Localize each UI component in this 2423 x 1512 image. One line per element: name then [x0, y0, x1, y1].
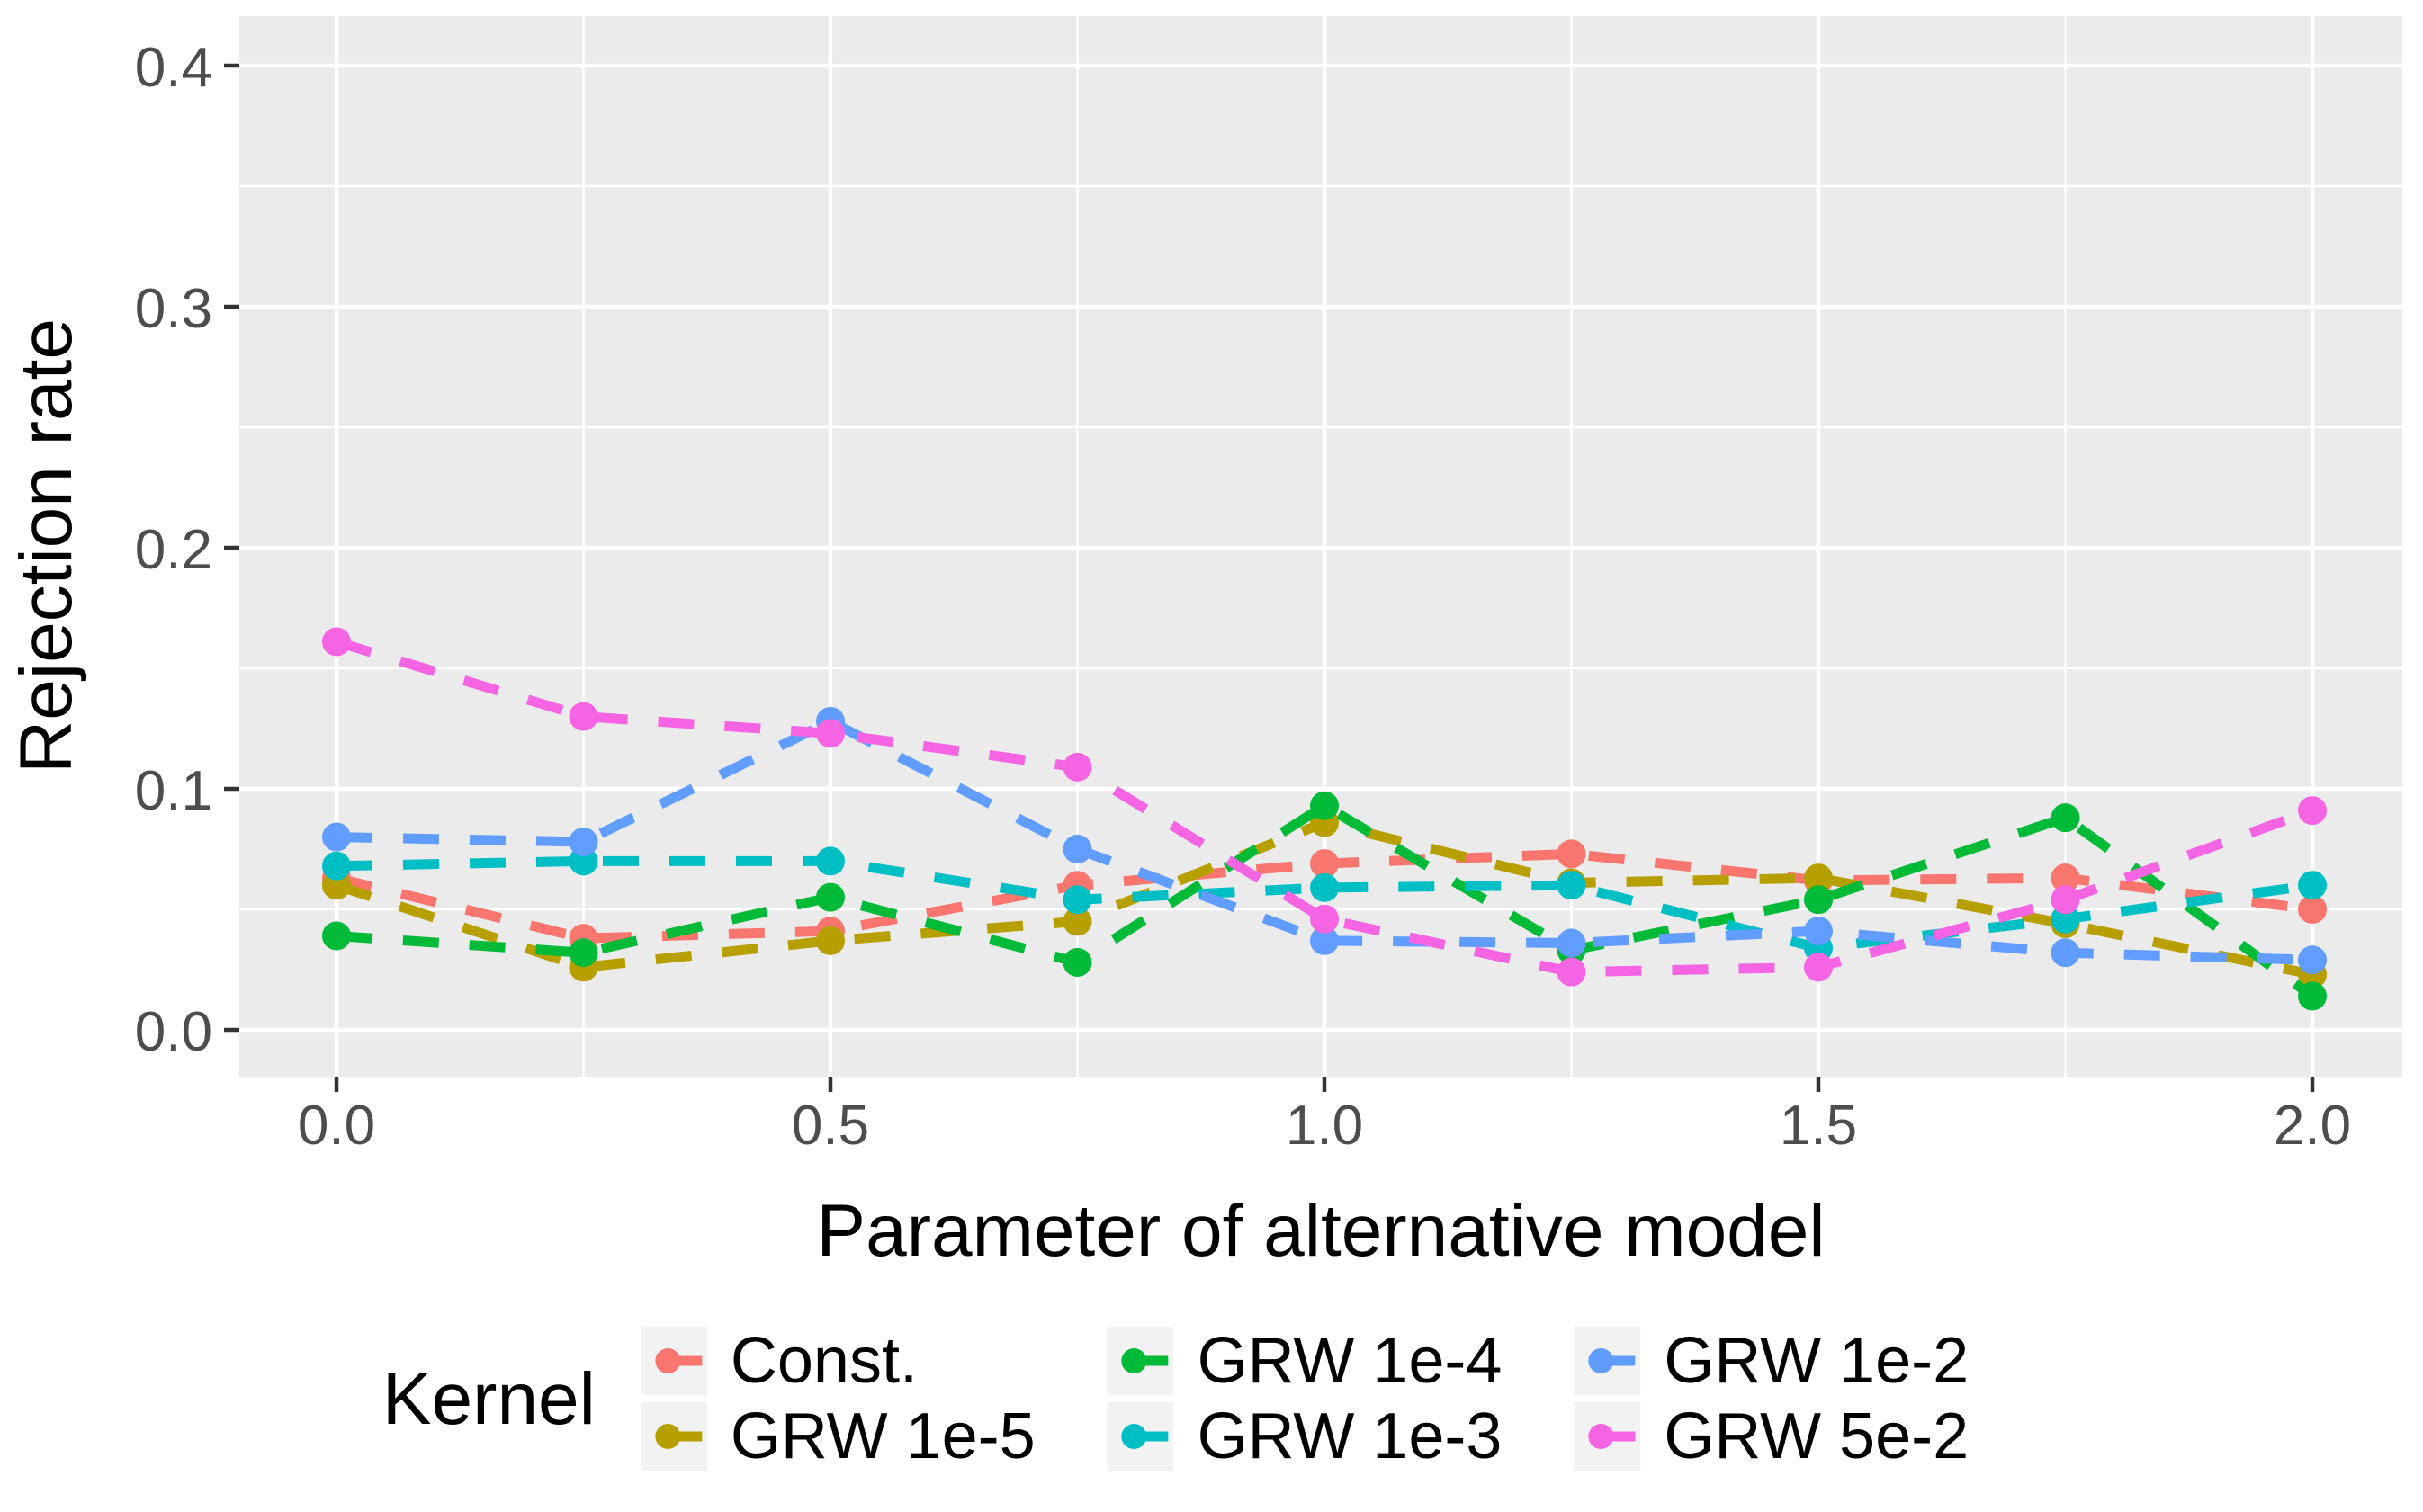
- y-tick-label: 0.1: [135, 760, 212, 822]
- legend-label: GRW 1e-2: [1664, 1325, 1970, 1397]
- legend-entry-grw-1e-3: GRW 1e-3: [1107, 1400, 1566, 1473]
- legend-entry-grw-1e-4: GRW 1e-4: [1107, 1324, 1566, 1398]
- legend-column-1: Const. GRW 1e-5: [640, 1324, 1099, 1475]
- data-point: [1557, 957, 1586, 987]
- data-point: [1063, 835, 1092, 863]
- data-point: [1804, 863, 1833, 893]
- data-point: [1804, 917, 1833, 946]
- data-point: [2051, 803, 2080, 833]
- legend-entry-grw-5e-2: GRW 5e-2: [1574, 1400, 2032, 1473]
- series-line-GRW 5e-2: [335, 637, 2314, 978]
- legend-column-3: GRW 1e-2 GRW 5e-2: [1574, 1324, 2032, 1475]
- x-axis-tick-labels: 0.0 0.5 1.0 1.5 2.0: [298, 1095, 2351, 1157]
- data-point: [2298, 796, 2327, 826]
- data-point: [1310, 791, 1339, 820]
- x-tick-label: 2.0: [2274, 1095, 2351, 1157]
- legend-key-dashed-line-icon: [1574, 1327, 1641, 1395]
- legend-label: GRW 1e-5: [730, 1400, 1036, 1472]
- data-point: [1063, 885, 1092, 915]
- legend-key-dashed-line-icon: [640, 1327, 707, 1395]
- legend-label: GRW 5e-2: [1664, 1400, 1970, 1472]
- series-points-GRW 1e-4: [322, 791, 2327, 1011]
- series-line-GRW 1e-2: [336, 715, 2313, 965]
- minor-gridlines: [239, 16, 2402, 1077]
- data-point: [322, 851, 351, 881]
- major-gridlines: [239, 16, 2402, 1077]
- x-tick-label: 1.5: [1780, 1095, 1857, 1157]
- legend-key-dashed-line-icon: [1107, 1327, 1174, 1395]
- x-tick-label: 0.5: [792, 1095, 869, 1157]
- legend-entry-const: Const.: [640, 1324, 1099, 1398]
- legend-label: GRW 1e-4: [1197, 1325, 1503, 1397]
- data-point: [2298, 871, 2327, 900]
- legend-column-2: GRW 1e-4 GRW 1e-3: [1107, 1324, 1566, 1475]
- data-point: [1557, 839, 1586, 869]
- data-point: [569, 702, 598, 731]
- y-tick-label: 0.3: [135, 278, 212, 340]
- data-point: [2298, 981, 2327, 1011]
- data-point: [1804, 953, 1833, 982]
- legend-entry-grw-1e-5: GRW 1e-5: [640, 1400, 1099, 1473]
- y-axis-title: Rejection rate: [5, 318, 87, 774]
- legend-key-dashed-line-icon: [1574, 1402, 1641, 1471]
- data-point: [816, 846, 845, 876]
- data-point: [1557, 871, 1586, 900]
- data-point: [2051, 938, 2080, 968]
- data-point: [1804, 885, 1833, 915]
- data-point: [322, 627, 351, 657]
- x-axis-title: Parameter of alternative model: [816, 1190, 1826, 1272]
- legend-key-dashed-line-icon: [640, 1402, 707, 1471]
- data-point: [322, 921, 351, 951]
- legend-key-dashed-line-icon: [1107, 1402, 1174, 1471]
- data-point: [569, 938, 598, 968]
- y-tick-label: 0.0: [135, 1001, 212, 1063]
- legend-label: Const.: [730, 1325, 918, 1397]
- data-point: [2298, 895, 2327, 924]
- data-point: [1310, 849, 1339, 879]
- legend-title: Kernel: [381, 1358, 596, 1440]
- y-tick-label: 0.2: [135, 519, 212, 581]
- data-point: [1310, 904, 1339, 934]
- series-points-GRW 5e-2: [322, 627, 2327, 987]
- data-point: [1063, 907, 1092, 936]
- x-tick-label: 0.0: [298, 1095, 375, 1157]
- data-point: [2051, 885, 2080, 915]
- legend: Kernel Const. GRW 1e-5: [382, 1324, 2041, 1475]
- data-point: [1063, 752, 1092, 782]
- x-tick-label: 1.0: [1286, 1095, 1363, 1157]
- data-point: [1310, 926, 1339, 955]
- legend-label: GRW 1e-3: [1197, 1400, 1503, 1472]
- data-point: [1557, 928, 1586, 958]
- data-point: [569, 827, 598, 856]
- axis-tick-marks: [224, 63, 2315, 1092]
- series-line-GRW 1e-4: [336, 800, 2316, 1000]
- y-axis-tick-labels: 0.0 0.1 0.2 0.3 0.4: [135, 37, 212, 1063]
- data-point: [1063, 947, 1092, 977]
- data-point: [816, 719, 845, 748]
- data-point: [2051, 863, 2080, 893]
- data-point: [816, 882, 845, 912]
- legend-entry-grw-1e-2: GRW 1e-2: [1574, 1324, 2032, 1398]
- data-point: [1310, 872, 1339, 902]
- y-tick-label: 0.4: [135, 37, 212, 99]
- data-point: [322, 822, 351, 852]
- data-point: [816, 926, 845, 955]
- data-point: [2298, 945, 2327, 975]
